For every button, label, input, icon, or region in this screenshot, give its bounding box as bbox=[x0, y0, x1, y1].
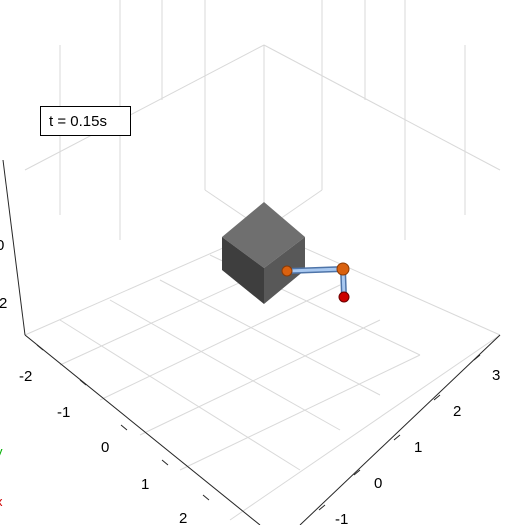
y-tick-label: -1 bbox=[335, 511, 348, 525]
y-axis-line bbox=[299, 334, 501, 525]
axis-triad: y x bbox=[0, 444, 3, 509]
y-tick-labels: -1 0 1 2 3 bbox=[335, 367, 500, 525]
joint-base bbox=[281, 265, 293, 277]
x-axis-line bbox=[24, 334, 261, 525]
tick-marks bbox=[36, 344, 481, 511]
z-axis-line bbox=[2, 159, 26, 336]
robot-arm[interactable] bbox=[281, 262, 350, 303]
x-tick-label: -2 bbox=[19, 368, 32, 385]
triad-y-label: y bbox=[0, 444, 3, 459]
x-tick-label: 0 bbox=[101, 439, 109, 456]
y-tick-label: 1 bbox=[414, 439, 422, 456]
time-label: t = 0.15s bbox=[49, 112, 107, 130]
z-tick-label: 0 bbox=[0, 237, 4, 254]
y-tick-label: 2 bbox=[453, 403, 461, 420]
cube-left-face bbox=[222, 237, 264, 304]
x-tick-label: -1 bbox=[57, 404, 70, 421]
x-tick-label: 2 bbox=[179, 510, 187, 525]
cube-top-face bbox=[222, 202, 305, 268]
z-tick-labels: 0 -2 bbox=[0, 237, 7, 312]
time-label-box: t = 0.15s bbox=[40, 106, 131, 136]
x-tick-labels: -2 -1 0 1 2 bbox=[19, 368, 187, 525]
cube-body[interactable] bbox=[222, 202, 305, 304]
x-tick-label: 1 bbox=[141, 476, 149, 493]
z-tick-label: -2 bbox=[0, 295, 7, 312]
joint-elbow bbox=[336, 262, 350, 276]
end-effector bbox=[338, 291, 350, 303]
triad-x-label: x bbox=[0, 494, 3, 509]
y-tick-label: 3 bbox=[492, 367, 500, 384]
y-tick-label: 0 bbox=[374, 475, 382, 492]
